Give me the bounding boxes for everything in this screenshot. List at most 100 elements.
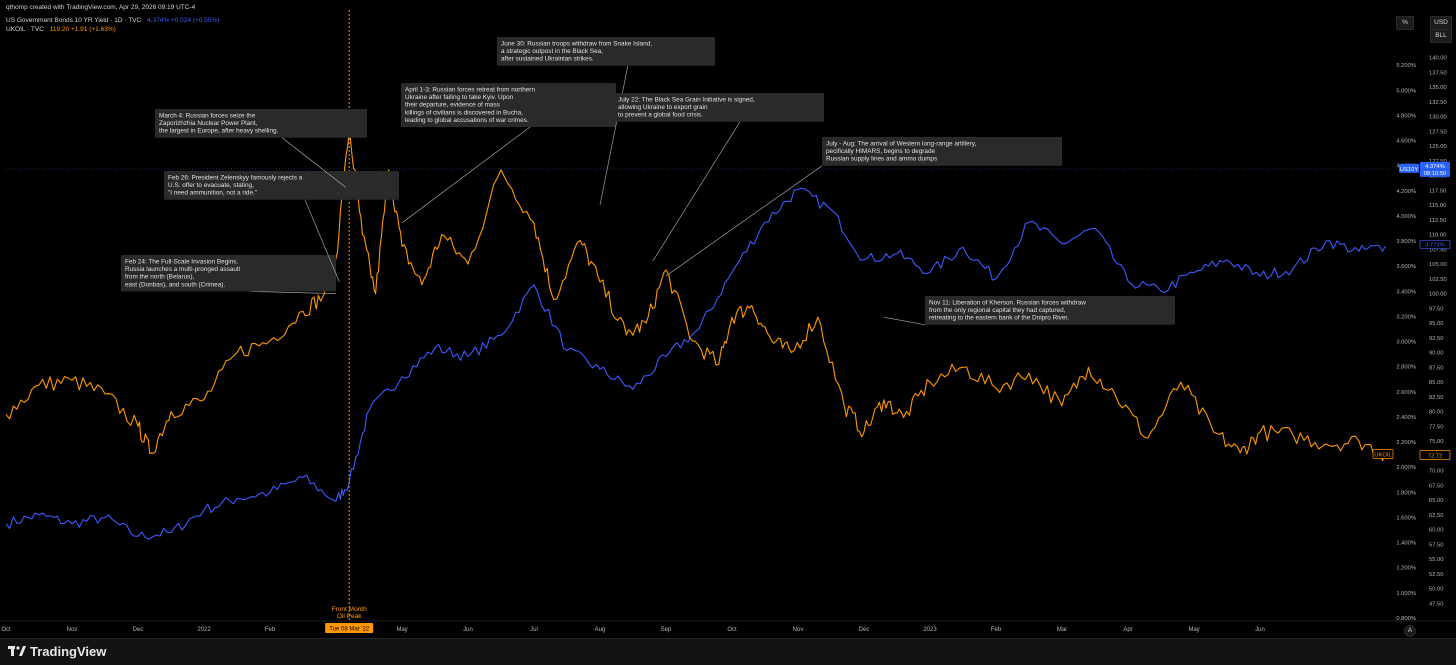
left-axis-tick: 3.400% (1396, 289, 1416, 295)
annotation-leader-jul22 (652, 121, 741, 262)
right-axis-tick: 107.50 (1429, 247, 1447, 253)
annotation-text-jul22: to prevent a global food crisis. (618, 112, 703, 119)
right-axis-tick: 47.50 (1429, 601, 1444, 607)
us10y-time-badge: 08:10:50 (1424, 171, 1447, 177)
right-axis-tick: 82.50 (1429, 395, 1444, 401)
annotation-leader-mar4 (281, 137, 347, 188)
us10y-badge: US10Y (1400, 167, 1419, 173)
right-axis-tick: 75.00 (1429, 439, 1444, 445)
oil-peak-label-line2: Oil Peak (337, 613, 362, 620)
left-axis-tick: 3.200% (1396, 314, 1416, 320)
annotation-text-apr1: leading to global accusations of war cri… (405, 117, 529, 124)
right-axis-tick: 110.00 (1429, 233, 1446, 239)
left-axis-tick: 4.200% (1396, 189, 1416, 195)
right-axis-tick: 92.50 (1429, 336, 1444, 342)
right-axis-tick: 115.00 (1429, 203, 1446, 209)
right-axis-tick: 80.00 (1429, 410, 1444, 416)
us10y-value-badge-bg (1420, 161, 1450, 170)
annotation-text-jun30: June 30: Russian troops withdraw from Sn… (501, 41, 652, 48)
annotation-text-feb26: Feb 26: President Zelenskyy famously rej… (168, 175, 303, 182)
currency-button[interactable]: USD (1430, 16, 1452, 30)
auto-scale-button[interactable]: A (1404, 625, 1416, 637)
annotation-text-mar4: Zaporizhzhia Nuclear Power Plant, (159, 120, 258, 127)
annotation-text-mar4: the largest in Europe, after heavy shell… (159, 128, 279, 135)
annotation-text-jul22: allowing Ukraine to export grain (618, 104, 708, 111)
us10y-secondary-badge-bg (1419, 240, 1451, 249)
annotation-text-jun30: a strategic outpost in the Black Sea, (501, 48, 603, 55)
left-axis-tick: 1.600% (1396, 515, 1416, 521)
right-axis-tick: 50.00 (1429, 587, 1444, 593)
series-layer (5, 129, 1386, 540)
axes-layer: 5.200%5.000%4.800%4.600%4.400%4.200%4.00… (0, 55, 1456, 633)
us10y-value-badge: 4.374% (1425, 164, 1445, 170)
us10y-badge-bg (1399, 163, 1419, 173)
tradingview-logo-icon (8, 645, 26, 659)
x-tick-label: Feb (991, 627, 1002, 633)
annotation-leader-nov11 (883, 316, 926, 326)
left-axis-tick: 1.800% (1396, 490, 1416, 496)
annotation-text-feb26: "I need ammunition, not a ride." (168, 190, 257, 197)
left-axis-tick: 3.800% (1396, 239, 1416, 245)
left-axis-tick: 1.400% (1396, 541, 1416, 547)
tradingview-brand: TradingView (30, 644, 107, 659)
right-axis-tick: 95.00 (1429, 321, 1444, 327)
right-axis-tick: 90.00 (1429, 351, 1444, 357)
annotation-box-jun30 (497, 37, 715, 66)
left-axis-tick: 4.000% (1396, 214, 1416, 220)
right-axis-tick: 70.00 (1429, 469, 1444, 475)
ukoil-line (5, 129, 1386, 462)
right-axis-tick: 55.00 (1429, 557, 1444, 563)
right-axis-tick: 100.00 (1429, 292, 1447, 298)
left-axis-tick: 4.800% (1396, 113, 1416, 119)
annotation-text-apr1: April 1-3: Russian forces retreat from n… (405, 87, 535, 94)
annotation-text-apr1: their departure, evidence of mass (405, 102, 500, 109)
annotation-leader-jun30 (599, 65, 629, 206)
left-axis-tick: 1.000% (1396, 591, 1416, 597)
annotation-leader-julaug (665, 165, 823, 277)
annotation-text-jun30: after sustained Ukrainian strikes. (501, 56, 594, 63)
right-axis-tick: 127.50 (1429, 129, 1447, 135)
annotation-box-apr1 (401, 83, 616, 127)
oil-peak-date: Tue 08 Mar '22 (329, 627, 370, 633)
ukoil-values: 119.20 +1.91 (+1.63%) (49, 26, 116, 33)
left-axis-tick: 4.600% (1396, 139, 1416, 145)
ukoil-title: UKOIL · TVC (6, 26, 44, 33)
annotation-box-mar4 (155, 109, 367, 138)
x-tick-label: Feb (265, 627, 276, 633)
right-axis-tick: 140.00 (1429, 56, 1447, 62)
right-axis-tick: 52.50 (1429, 572, 1444, 578)
right-axis-tick: 132.50 (1429, 100, 1447, 106)
left-axis-tick: 3.600% (1396, 264, 1416, 270)
annotation-text-jul22: July 22: The Black Sea Grain Initiative … (618, 97, 755, 104)
x-tick-label: Nov (67, 627, 78, 633)
right-axis-tick: 57.50 (1429, 542, 1444, 548)
oil-peak-label-line1: Front Month (332, 606, 367, 613)
percent-scale-button[interactable]: % (1396, 16, 1414, 30)
us10y-secondary-badge: 3.772% (1425, 243, 1445, 249)
bottom-bar (0, 638, 1456, 665)
x-tick-label: Jul (530, 627, 538, 633)
left-axis-tick: 2.200% (1396, 440, 1416, 446)
annotation-text-mar4: March 4: Russian forces seize the (159, 113, 256, 120)
left-axis-tick: 1.200% (1396, 566, 1416, 572)
tradingview-logo[interactable]: TradingView (8, 644, 106, 659)
unit-button[interactable]: BLL (1430, 29, 1452, 43)
x-tick-label: Dec (133, 627, 144, 633)
ukoil-value-badge-bg (1419, 450, 1451, 460)
annotation-leader-feb26 (304, 199, 340, 282)
right-axis-tick: 67.50 (1429, 483, 1444, 489)
annotation-text-julaug: Russian supply lines and ammo dumps (826, 156, 937, 163)
left-axis-tick: 2.800% (1396, 365, 1416, 371)
ukoil-legend[interactable]: UKOIL · TVC 119.20 +1.91 (+1.63%) (6, 26, 116, 33)
right-axis-tick: 130.00 (1429, 115, 1447, 121)
annotation-text-feb24: east (Donbas), and south (Crimea). (125, 281, 225, 288)
us10y-legend[interactable]: US Government Bonds 10 YR Yield · 1D · T… (6, 17, 219, 24)
annotation-text-apr1: Ukraine after failing to take Kyiv. Upon (405, 94, 514, 101)
left-axis-tick: 0.800% (1396, 616, 1416, 622)
right-axis-tick: 112.50 (1429, 218, 1446, 224)
x-tick-label: Apr (1123, 627, 1132, 633)
right-axis-tick: 122.50 (1429, 159, 1447, 165)
oil-peak-date-bg (325, 623, 374, 633)
